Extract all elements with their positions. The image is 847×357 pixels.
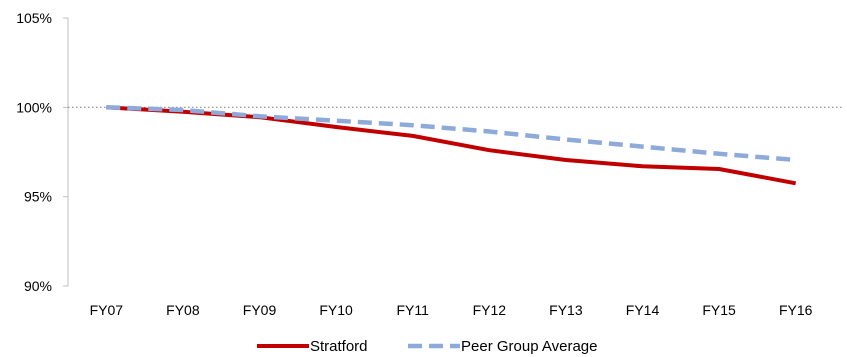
x-tick-label: FY12 [473, 302, 507, 318]
legend: Stratford Peer Group Average [257, 338, 597, 355]
y-axis: 90% 95% 100% 105% [16, 10, 69, 294]
x-tick-label: FY08 [166, 302, 200, 318]
y-tick-label: 95% [24, 189, 52, 205]
x-tick-label: FY14 [626, 302, 660, 318]
x-tick-label: FY10 [319, 302, 353, 318]
series-line-peer-group-average [106, 105, 796, 163]
x-tick-label: FY07 [90, 302, 124, 318]
y-tick-label: 90% [24, 278, 52, 294]
x-tick-label: FY15 [702, 302, 736, 318]
y-tick-label: 105% [16, 10, 52, 26]
x-tick-label: FY16 [779, 302, 813, 318]
x-tick-label: FY09 [243, 302, 277, 318]
x-tick-label: FY13 [549, 302, 583, 318]
series-line-stratford [106, 105, 797, 186]
x-axis: FY07 FY08 FY09 FY10 FY11 FY12 FY13 FY14 FY15 FY16 [90, 302, 813, 318]
y-tick-label: 100% [16, 99, 52, 115]
legend-label-peer-group-average: Peer Group Average [461, 338, 597, 355]
legend-label-stratford: Stratford [310, 338, 368, 355]
series-group [106, 105, 797, 186]
x-tick-label: FY11 [396, 302, 429, 318]
